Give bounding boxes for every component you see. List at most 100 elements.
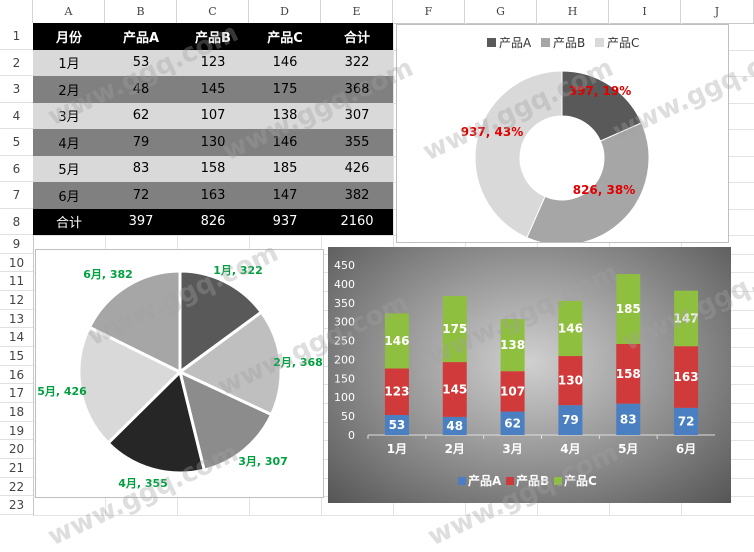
table-cell[interactable]: 138	[249, 102, 321, 129]
total-cell[interactable]: 826	[177, 208, 249, 235]
total-cell[interactable]: 937	[249, 208, 321, 235]
legend-swatch	[506, 477, 514, 485]
table-cell[interactable]: 322	[321, 49, 393, 76]
table-cell[interactable]: 83	[105, 155, 177, 182]
row-header-19[interactable]: 19	[0, 422, 33, 441]
column-header-a[interactable]: A	[33, 0, 105, 23]
row-header-11[interactable]: 11	[0, 272, 33, 291]
column-header-h[interactable]: H	[537, 0, 609, 23]
bar-data-label: 146	[558, 321, 583, 335]
row-header-1[interactable]: 1	[0, 23, 33, 50]
doughnut-slice	[474, 70, 563, 239]
table-cell[interactable]: 4月	[33, 129, 105, 156]
header-cell-month[interactable]: 月份	[33, 23, 105, 50]
column-header-d[interactable]: D	[249, 0, 321, 23]
row-header-20[interactable]: 20	[0, 440, 33, 459]
table-cell[interactable]: 368	[321, 76, 393, 103]
row-header-3[interactable]: 3	[0, 76, 33, 103]
total-cell[interactable]: 397	[105, 208, 177, 235]
table-cell[interactable]: 1月	[33, 49, 105, 76]
pie-chart[interactable]: 1月, 322 2月, 368 3月, 307 4月, 355 5月, 426 6月, 3…	[35, 249, 324, 498]
column-header-i[interactable]: I	[609, 0, 681, 23]
pie-chart-svg: 1月, 322 2月, 368 3月, 307 4月, 355 5月, 426 6月, 3…	[37, 264, 323, 490]
row-header-8[interactable]: 8	[0, 209, 33, 235]
table-cell[interactable]: 185	[249, 155, 321, 182]
column-header-g[interactable]: G	[465, 0, 537, 23]
row-header-23[interactable]: 23	[0, 496, 33, 515]
table-cell[interactable]: 382	[321, 182, 393, 209]
column-header-f[interactable]: F	[393, 0, 465, 23]
pie-data-label: 6月, 382	[83, 268, 133, 281]
table-cell[interactable]: 5月	[33, 155, 105, 182]
table-cell[interactable]: 158	[177, 155, 249, 182]
total-cell[interactable]: 合计	[33, 208, 105, 235]
table-cell[interactable]: 145	[177, 76, 249, 103]
table-cell[interactable]: 107	[177, 102, 249, 129]
bar-data-label: 107	[500, 384, 525, 398]
row-header-4[interactable]: 4	[0, 103, 33, 129]
column-header-c[interactable]: C	[177, 0, 249, 23]
table-cell[interactable]: 307	[321, 102, 393, 129]
row-header-14[interactable]: 14	[0, 328, 33, 347]
bar-data-label: 79	[562, 413, 579, 427]
column-header-b[interactable]: B	[105, 0, 177, 23]
header-cell-product-b[interactable]: 产品B	[177, 23, 249, 50]
row-header-2[interactable]: 2	[0, 50, 33, 76]
table-cell[interactable]: 355	[321, 129, 393, 156]
table-cell[interactable]: 163	[177, 182, 249, 209]
table-cell[interactable]: 3月	[33, 102, 105, 129]
row-header-21[interactable]: 21	[0, 459, 33, 478]
row-header-17[interactable]: 17	[0, 384, 33, 403]
table-cell[interactable]: 72	[105, 182, 177, 209]
row-header-15[interactable]: 15	[0, 347, 33, 366]
table-row: 2月 48 145 175 368	[33, 76, 393, 103]
table-cell[interactable]: 53	[105, 49, 177, 76]
pie-data-label: 4月, 355	[118, 477, 168, 490]
bar-segment	[674, 290, 699, 347]
bar-data-label: 53	[389, 418, 406, 432]
y-tick-label: 250	[334, 335, 355, 348]
x-tick-label: 5月	[618, 442, 638, 456]
doughnut-chart[interactable]: 397, 19% 826, 38% 937, 43% 产品A 产品B 产品C	[396, 24, 729, 246]
row-header-9[interactable]: 9	[0, 235, 33, 254]
legend-swatch	[595, 38, 604, 47]
bar-segment	[442, 416, 467, 435]
table-cell[interactable]: 62	[105, 102, 177, 129]
legend-swatch	[541, 38, 550, 47]
bar-segment	[674, 407, 699, 435]
header-cell-product-a[interactable]: 产品A	[105, 23, 177, 50]
stacked-column-chart[interactable]: 0 50 100 150 200 250 300 350 400 450 53 123 146 1月 48 1…	[328, 247, 731, 503]
pie-slice	[87, 269, 182, 375]
table-cell[interactable]: 48	[105, 76, 177, 103]
row-header-22[interactable]: 22	[0, 478, 33, 497]
row-header-6[interactable]: 6	[0, 156, 33, 182]
y-tick-label: 150	[334, 372, 355, 385]
column-header-j[interactable]: J	[681, 0, 754, 23]
total-cell[interactable]: 2160	[321, 208, 393, 235]
table-cell[interactable]: 426	[321, 155, 393, 182]
row-header-13[interactable]: 13	[0, 310, 33, 329]
header-cell-total[interactable]: 合计	[321, 23, 393, 50]
table-cell[interactable]: 146	[249, 129, 321, 156]
table-cell[interactable]: 146	[249, 49, 321, 76]
row-header-7[interactable]: 7	[0, 182, 33, 209]
table-cell[interactable]: 147	[249, 182, 321, 209]
bar-data-label: 147	[674, 311, 699, 325]
table-cell[interactable]: 123	[177, 49, 249, 76]
table-cell[interactable]: 79	[105, 129, 177, 156]
column-header-e[interactable]: E	[321, 0, 393, 23]
corner-select-all[interactable]	[0, 0, 33, 23]
legend-swatch	[554, 477, 562, 485]
row-header-18[interactable]: 18	[0, 403, 33, 422]
row-header-16[interactable]: 16	[0, 366, 33, 385]
row-header-5[interactable]: 5	[0, 129, 33, 156]
table-cell[interactable]: 175	[249, 76, 321, 103]
table-cell[interactable]: 6月	[33, 182, 105, 209]
header-cell-product-c[interactable]: 产品C	[249, 23, 321, 50]
table-cell[interactable]: 130	[177, 129, 249, 156]
row-header-10[interactable]: 10	[0, 254, 33, 273]
table-cell[interactable]: 2月	[33, 76, 105, 103]
y-tick-label: 50	[341, 410, 355, 423]
row-header-12[interactable]: 12	[0, 291, 33, 310]
pie-slice	[177, 310, 283, 417]
